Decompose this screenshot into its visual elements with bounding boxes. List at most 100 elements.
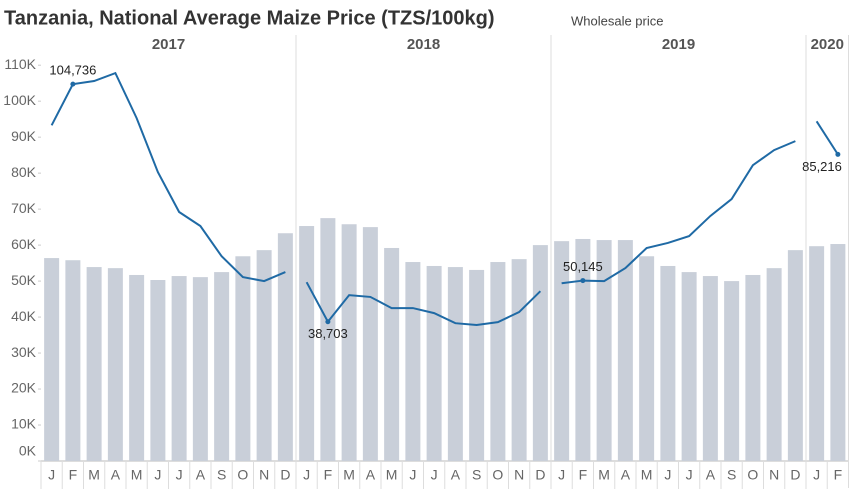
x-tick-label: A [451, 467, 461, 483]
bar [129, 274, 145, 461]
value-label: 104,736 [49, 63, 96, 78]
x-tick-label: S [217, 467, 226, 483]
x-tick-label: D [280, 467, 290, 483]
y-tick-label: 100K [3, 92, 36, 108]
y-tick-label: 60K [11, 236, 37, 252]
bar [362, 227, 378, 461]
bar [575, 238, 591, 461]
price-line [305, 281, 542, 326]
x-tick-label: M [598, 467, 610, 483]
x-tick-label: O [492, 467, 503, 483]
x-tick-label: O [237, 467, 248, 483]
panel-label: 2017 [152, 36, 185, 53]
bar [214, 272, 230, 461]
x-tick-label: J [431, 467, 438, 483]
x-tick-label: F [834, 467, 843, 483]
bar [405, 262, 421, 461]
x-tick-label: J [664, 467, 671, 483]
x-tick-label: J [176, 467, 183, 483]
panel-label: 2018 [407, 36, 440, 53]
x-tick-label: A [621, 467, 631, 483]
bar [65, 260, 81, 461]
y-tick-label: 40K [11, 308, 37, 324]
x-tick-label: F [579, 467, 588, 483]
x-tick-label: J [813, 467, 820, 483]
bar [639, 256, 655, 461]
x-tick-label: N [259, 467, 269, 483]
y-tick-label: 10K [11, 416, 37, 432]
bar [426, 265, 442, 461]
bar [150, 280, 166, 461]
y-tick-label: 20K [11, 380, 37, 396]
x-tick-label: S [727, 467, 736, 483]
y-tick-label: 50K [11, 272, 37, 288]
y-tick-label: 0K [19, 443, 37, 459]
value-label: 50,145 [563, 259, 603, 274]
y-tick-label: 90K [11, 128, 37, 144]
bar [320, 218, 336, 461]
value-label: 38,703 [308, 326, 348, 341]
bar [44, 258, 60, 461]
x-tick-label: A [706, 467, 716, 483]
x-tick-label: M [343, 467, 355, 483]
bar [256, 250, 272, 461]
bar [532, 245, 548, 461]
bar [681, 272, 697, 461]
x-tick-label: J [686, 467, 693, 483]
y-tick-label: 70K [11, 200, 37, 216]
line-point [70, 81, 76, 87]
x-tick-label: F [324, 467, 333, 483]
bar [299, 226, 315, 461]
price-line [50, 71, 286, 283]
line-point [835, 151, 841, 157]
x-tick-label: F [69, 467, 78, 483]
bar [235, 256, 251, 461]
bar [490, 262, 506, 461]
price-line [561, 140, 796, 285]
y-tick-label: 30K [11, 344, 37, 360]
bar [830, 244, 846, 461]
x-tick-label: J [409, 467, 416, 483]
bar [702, 276, 718, 461]
bar [809, 246, 825, 461]
x-tick-label: J [303, 467, 310, 483]
bar [787, 250, 803, 461]
chart-title: Tanzania, National Average Maize Price (… [4, 7, 495, 29]
bar [596, 240, 612, 461]
x-tick-label: M [131, 467, 143, 483]
value-label: 85,216 [802, 159, 842, 174]
x-tick-label: N [769, 467, 779, 483]
bar [192, 277, 208, 461]
y-tick-label: 110K [4, 56, 36, 72]
bar [86, 267, 102, 461]
bar [384, 247, 400, 461]
line-point [580, 278, 586, 284]
x-tick-label: M [641, 467, 653, 483]
bar [107, 268, 123, 461]
x-tick-label: O [747, 467, 758, 483]
bar [766, 268, 782, 461]
bar [511, 259, 527, 461]
y-tick-label: 80K [11, 164, 37, 180]
x-tick-label: J [154, 467, 161, 483]
x-tick-label: J [48, 467, 55, 483]
x-tick-label: A [196, 467, 206, 483]
x-tick-label: M [386, 467, 398, 483]
panel-label: 2020 [811, 36, 844, 53]
bar [341, 224, 357, 461]
bar [469, 269, 485, 461]
x-tick-label: D [535, 467, 545, 483]
chart-subtitle: Wholesale price [571, 13, 664, 28]
x-tick-label: M [88, 467, 100, 483]
x-tick-label: D [790, 467, 800, 483]
panel-label: 2019 [662, 36, 695, 53]
bar [724, 281, 740, 461]
x-tick-label: A [366, 467, 376, 483]
x-tick-label: A [111, 467, 121, 483]
bar [745, 274, 761, 461]
bar [171, 276, 187, 461]
x-tick-label: S [472, 467, 481, 483]
price-line [815, 120, 839, 155]
bar [447, 267, 463, 461]
